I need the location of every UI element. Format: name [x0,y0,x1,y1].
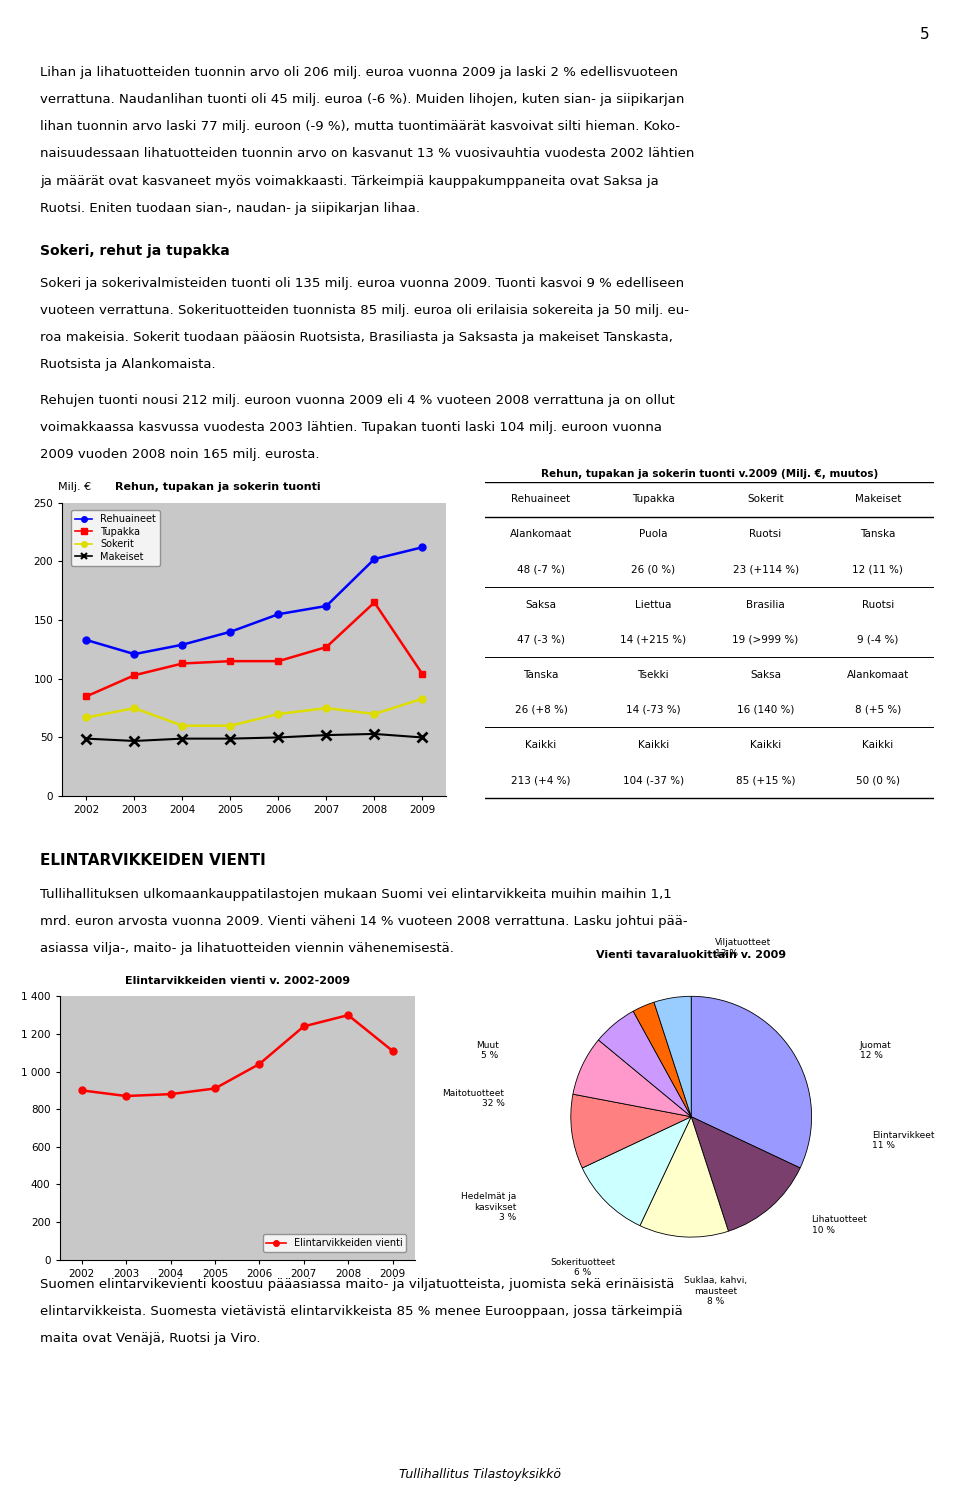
Text: Tsekki: Tsekki [637,670,669,680]
Text: 104 (-37 %): 104 (-37 %) [623,775,684,786]
Text: Kaikki: Kaikki [525,740,557,749]
Text: Lihan ja lihatuotteiden tuonnin arvo oli 206 milj. euroa vuonna 2009 ja laski 2 : Lihan ja lihatuotteiden tuonnin arvo oli… [40,66,679,80]
Text: Alankomaat: Alankomaat [847,670,909,680]
Text: Ruotsi: Ruotsi [862,599,894,610]
Text: roa makeisia. Sokerit tuodaan pääosin Ruotsista, Brasiliasta ja Saksasta ja make: roa makeisia. Sokerit tuodaan pääosin Ru… [40,331,673,345]
Text: 2009 vuoden 2008 noin 165 milj. eurosta.: 2009 vuoden 2008 noin 165 milj. eurosta. [40,448,320,462]
Wedge shape [691,1117,800,1231]
Text: 12 (11 %): 12 (11 %) [852,564,903,575]
Text: Ruotsi. Eniten tuodaan sian-, naudan- ja siipikarjan lihaa.: Ruotsi. Eniten tuodaan sian-, naudan- ja… [40,202,420,215]
Wedge shape [571,1094,691,1168]
Text: Tullihallitus Tilastoyksikkö: Tullihallitus Tilastoyksikkö [399,1467,561,1481]
Text: Tupakka: Tupakka [632,494,675,504]
Text: Tullihallituksen ulkomaankauppatilastojen mukaan Suomi vei elintarvikkeita muihi: Tullihallituksen ulkomaankauppatilastoje… [40,888,672,901]
Text: Kaikki: Kaikki [637,740,669,749]
Text: Lihatuotteet
10 %: Lihatuotteet 10 % [811,1216,868,1234]
Text: asiassa vilja-, maito- ja lihatuotteiden viennin vähenemisestä.: asiassa vilja-, maito- ja lihatuotteiden… [40,942,454,956]
Text: vuoteen verrattuna. Sokerituotteiden tuonnista 85 milj. euroa oli erilaisia soke: vuoteen verrattuna. Sokerituotteiden tuo… [40,304,689,318]
Text: mrd. euron arvosta vuonna 2009. Vienti väheni 14 % vuoteen 2008 verrattuna. Lask: mrd. euron arvosta vuonna 2009. Vienti v… [40,915,688,929]
Text: ja määrät ovat kasvaneet myös voimakkaasti. Tärkeimpiä kauppakumppaneita ovat Sa: ja määrät ovat kasvaneet myös voimakkaas… [40,175,660,188]
Wedge shape [598,1011,691,1117]
Text: ELINTARVIKKEIDEN VIENTI: ELINTARVIKKEIDEN VIENTI [40,853,266,868]
Text: Sokerituotteet
6 %: Sokerituotteet 6 % [550,1258,615,1276]
Text: 14 (-73 %): 14 (-73 %) [626,704,681,715]
Text: Suomen elintarvikevienti koostuu pääasiassa maito- ja viljatuotteista, juomista : Suomen elintarvikevienti koostuu pääasia… [40,1278,675,1291]
Text: Rehun, tupakan ja sokerin tuonti v.2009 (Milj. €, muutos): Rehun, tupakan ja sokerin tuonti v.2009 … [540,468,878,479]
Text: 26 (+8 %): 26 (+8 %) [515,704,567,715]
Text: Saksa: Saksa [525,599,557,610]
Text: Viljatuotteet
13 %: Viljatuotteet 13 % [715,939,772,957]
Text: Muut
5 %: Muut 5 % [476,1041,498,1060]
Wedge shape [573,1040,691,1117]
Text: Saksa: Saksa [750,670,781,680]
Wedge shape [634,1002,691,1117]
Text: Liettua: Liettua [636,599,671,610]
Text: Elintarvikkeiden vienti v. 2002-2009: Elintarvikkeiden vienti v. 2002-2009 [125,975,349,986]
Text: Milj. €: Milj. € [58,482,91,492]
Text: 48 (-7 %): 48 (-7 %) [516,564,564,575]
Text: Sokerit: Sokerit [747,494,784,504]
Text: Rehuaineet: Rehuaineet [512,494,570,504]
Text: Alankomaat: Alankomaat [510,530,572,539]
Text: Sokeri ja sokerivalmisteiden tuonti oli 135 milj. euroa vuonna 2009. Tuonti kasv: Sokeri ja sokerivalmisteiden tuonti oli … [40,277,684,290]
Text: Kaikki: Kaikki [862,740,894,749]
Text: 9 (-4 %): 9 (-4 %) [857,635,899,644]
Text: Tanska: Tanska [860,530,896,539]
Text: naisuudessaan lihatuotteiden tuonnin arvo on kasvanut 13 % vuosivauhtia vuodesta: naisuudessaan lihatuotteiden tuonnin arv… [40,147,695,161]
Text: Makeiset: Makeiset [854,494,901,504]
Text: Rehujen tuonti nousi 212 milj. euroon vuonna 2009 eli 4 % vuoteen 2008 verrattun: Rehujen tuonti nousi 212 milj. euroon vu… [40,394,675,408]
Text: 16 (140 %): 16 (140 %) [737,704,794,715]
Text: Elintarvikkeet
11 %: Elintarvikkeet 11 % [872,1132,934,1150]
Text: Rehun, tupakan ja sokerin tuonti: Rehun, tupakan ja sokerin tuonti [115,482,321,492]
Text: 85 (+15 %): 85 (+15 %) [736,775,795,786]
Text: Juomat
12 %: Juomat 12 % [860,1041,892,1060]
Text: 5: 5 [920,27,929,42]
Text: 14 (+215 %): 14 (+215 %) [620,635,686,644]
Text: Puola: Puola [639,530,667,539]
Text: maita ovat Venäjä, Ruotsi ja Viro.: maita ovat Venäjä, Ruotsi ja Viro. [40,1332,261,1345]
Text: Brasilia: Brasilia [746,599,785,610]
Legend: Rehuaineet, Tupakka, Sokerit, Makeiset: Rehuaineet, Tupakka, Sokerit, Makeiset [71,510,160,566]
Legend: Elintarvikkeiden vienti: Elintarvikkeiden vienti [262,1234,406,1252]
Text: 47 (-3 %): 47 (-3 %) [516,635,564,644]
Text: lihan tuonnin arvo laski 77 milj. euroon (-9 %), mutta tuontimäärät kasvoivat si: lihan tuonnin arvo laski 77 milj. euroon… [40,120,681,134]
Text: 8 (+5 %): 8 (+5 %) [854,704,901,715]
Wedge shape [654,996,691,1117]
Text: 26 (0 %): 26 (0 %) [632,564,675,575]
Text: voimakkaassa kasvussa vuodesta 2003 lähtien. Tupakan tuonti laski 104 milj. euro: voimakkaassa kasvussa vuodesta 2003 läht… [40,421,662,435]
Wedge shape [640,1117,729,1237]
Text: Ruotsi: Ruotsi [750,530,781,539]
Text: Tanska: Tanska [523,670,559,680]
Text: Ruotsista ja Alankomaista.: Ruotsista ja Alankomaista. [40,358,216,372]
Text: 50 (0 %): 50 (0 %) [856,775,900,786]
Text: Sokeri, rehut ja tupakka: Sokeri, rehut ja tupakka [40,244,230,257]
Text: Vienti tavaraluokittain v. 2009: Vienti tavaraluokittain v. 2009 [596,950,786,960]
Text: verrattuna. Naudanlihan tuonti oli 45 milj. euroa (-6 %). Muiden lihojen, kuten : verrattuna. Naudanlihan tuonti oli 45 mi… [40,93,684,107]
Text: Kaikki: Kaikki [750,740,781,749]
Text: Hedelmät ja
kasvikset
3 %: Hedelmät ja kasvikset 3 % [462,1192,516,1222]
Text: 213 (+4 %): 213 (+4 %) [512,775,570,786]
Text: Suklaa, kahvi,
mausteet
8 %: Suklaa, kahvi, mausteet 8 % [684,1276,747,1306]
Text: elintarvikkeista. Suomesta vietävistä elintarvikkeista 85 % menee Eurooppaan, jo: elintarvikkeista. Suomesta vietävistä el… [40,1305,684,1318]
Text: 23 (+114 %): 23 (+114 %) [732,564,799,575]
Wedge shape [583,1117,691,1225]
Wedge shape [691,996,811,1168]
Text: Maitotuotteet
32 %: Maitotuotteet 32 % [443,1090,505,1108]
Text: 19 (>999 %): 19 (>999 %) [732,635,799,644]
